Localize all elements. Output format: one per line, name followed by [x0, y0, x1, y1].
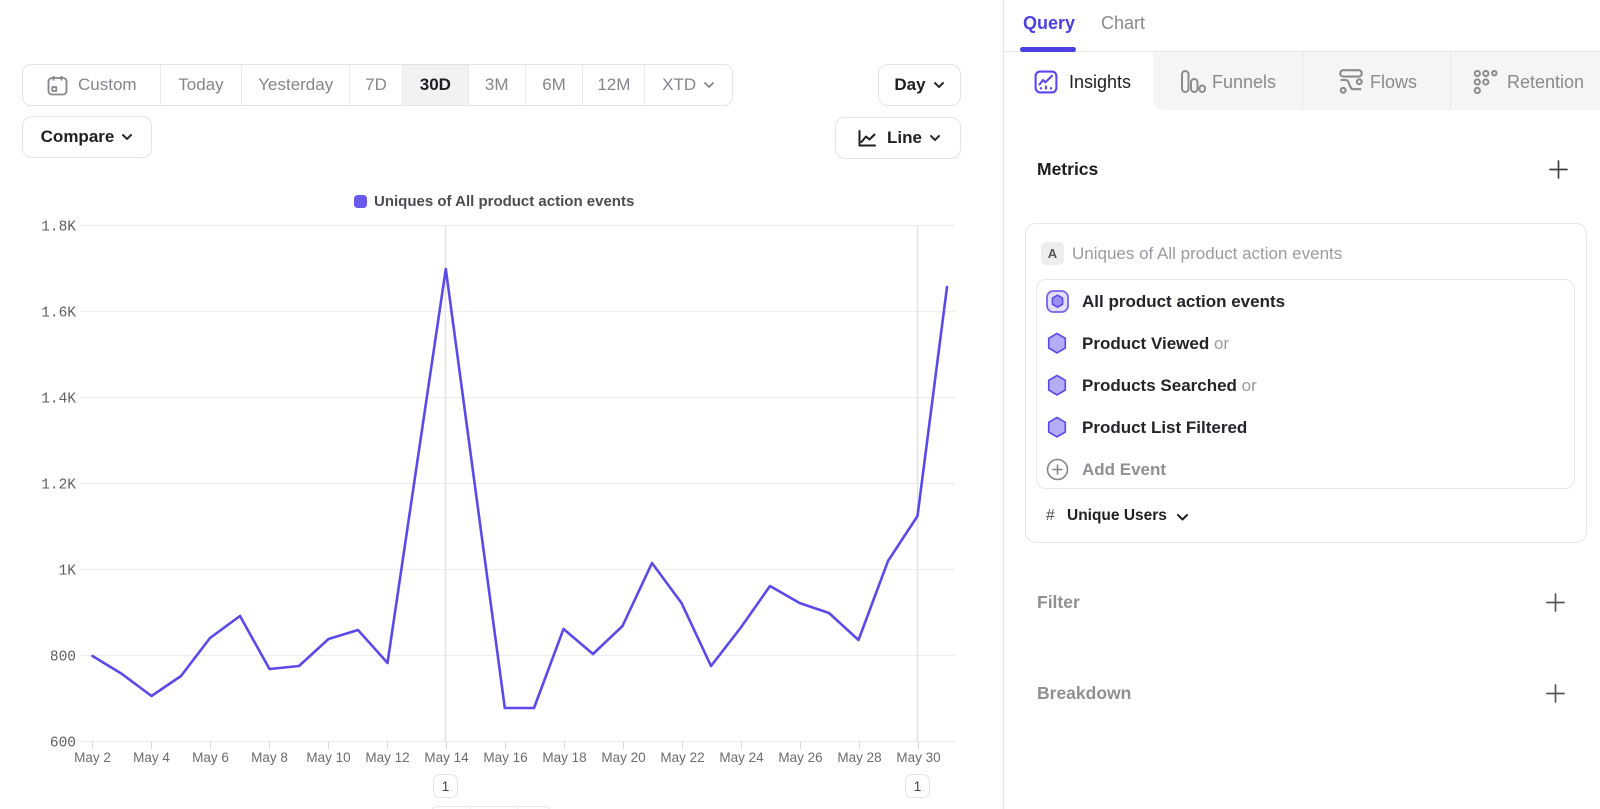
svg-text:1.8K: 1.8K	[41, 220, 76, 236]
svg-text:May 8: May 8	[251, 750, 288, 765]
svg-text:1.2K: 1.2K	[41, 478, 76, 494]
svg-text:800: 800	[50, 650, 76, 666]
svg-text:May 12: May 12	[365, 750, 409, 765]
svg-text:1K: 1K	[59, 564, 77, 580]
svg-text:May 16: May 16	[483, 750, 527, 765]
svg-text:1.6K: 1.6K	[41, 306, 76, 322]
svg-text:May 2: May 2	[74, 750, 111, 765]
svg-text:May 24: May 24	[719, 750, 764, 765]
svg-text:May 20: May 20	[601, 750, 645, 765]
svg-text:May 18: May 18	[542, 750, 586, 765]
svg-text:May 28: May 28	[837, 750, 881, 765]
svg-text:1.4K: 1.4K	[41, 392, 76, 408]
svg-text:May 22: May 22	[660, 750, 704, 765]
svg-text:May 30: May 30	[896, 750, 940, 765]
svg-text:May 10: May 10	[306, 750, 350, 765]
svg-text:May 6: May 6	[192, 750, 229, 765]
svg-text:May 14: May 14	[424, 750, 469, 765]
svg-text:600: 600	[50, 736, 76, 752]
svg-text:May 26: May 26	[778, 750, 822, 765]
svg-text:May 4: May 4	[133, 750, 170, 765]
